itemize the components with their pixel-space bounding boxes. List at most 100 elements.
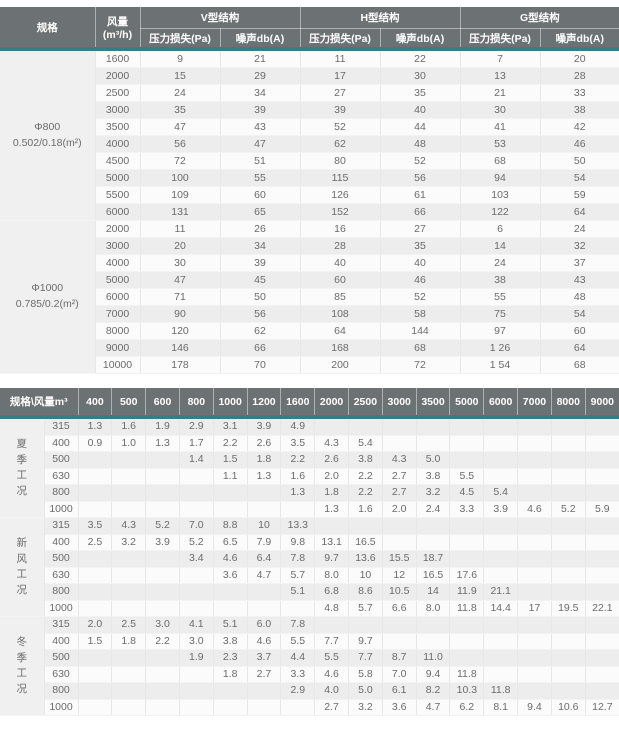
value-cell xyxy=(551,666,586,683)
value-cell: 4.6 xyxy=(213,550,248,568)
value-cell xyxy=(551,550,586,568)
value-cell: 43 xyxy=(540,271,619,289)
value-cell: 94 xyxy=(460,169,541,187)
value-cell: 1.6 xyxy=(111,417,147,436)
value-cell xyxy=(483,550,519,568)
value-cell xyxy=(449,435,485,452)
table-row: 8000 120 62 64 144 97 60 xyxy=(0,322,619,340)
value-cell: 9.4 xyxy=(416,666,451,683)
spec-document-page: 规格 风量 (m³/h) V型结构 H型结构 G型结构 压力损失(Pa) 噪声d… xyxy=(0,7,619,716)
value-cell: 60 xyxy=(300,271,381,289)
value-cell: 1 26 xyxy=(460,339,541,357)
table-row: 6000 71 50 85 52 55 48 xyxy=(0,288,619,306)
value-cell: 62 xyxy=(300,135,381,153)
value-cell xyxy=(551,468,586,485)
size-cell: 500 xyxy=(44,649,79,667)
table-row: 500 1.9 2.3 3.7 4.4 5.5 7.7 8.7 11.0 xyxy=(0,649,619,667)
flow-cell: 4000 xyxy=(95,254,141,272)
value-cell xyxy=(348,616,383,634)
value-cell: 6.4 xyxy=(247,550,282,568)
condition-group-char: 冬 xyxy=(16,636,28,648)
value-cell: 2.2 xyxy=(213,435,248,452)
value-cell: 11.0 xyxy=(416,649,451,667)
table1-header-group-row: 规格 风量 (m³/h) V型结构 H型结构 G型结构 xyxy=(0,7,619,51)
value-cell: 13 xyxy=(460,67,541,85)
value-cell: 68 xyxy=(380,339,461,357)
value-cell: 7.0 xyxy=(179,517,214,535)
value-cell: 3.8 xyxy=(213,633,248,650)
value-cell: 4.9 xyxy=(280,417,316,436)
value-cell: 10.3 xyxy=(449,682,485,700)
value-cell: 2.7 xyxy=(382,484,417,502)
value-cell: 40 xyxy=(380,254,461,272)
size-cell: 315 xyxy=(44,517,79,535)
value-cell: 2.4 xyxy=(416,501,451,518)
size-cell: 1000 xyxy=(44,600,79,617)
value-cell xyxy=(179,666,214,683)
value-cell: 7.7 xyxy=(348,649,383,667)
value-cell: 1.8 xyxy=(247,451,282,469)
value-cell xyxy=(280,600,316,617)
value-cell xyxy=(247,484,282,502)
value-cell: 66 xyxy=(380,203,461,221)
value-cell: 4.6 xyxy=(314,666,349,683)
value-cell xyxy=(551,435,586,452)
value-cell: 35 xyxy=(140,101,221,119)
value-cell: 1.3 xyxy=(247,468,282,485)
pressure-loss-header: 压力损失(Pa) xyxy=(140,28,221,51)
value-cell: 68 xyxy=(540,356,619,374)
value-cell: 38 xyxy=(460,271,541,289)
value-cell: 3.2 xyxy=(111,534,147,551)
table-row: 2000 15 29 17 30 13 28 xyxy=(0,67,619,85)
value-cell xyxy=(517,633,552,650)
value-cell xyxy=(78,666,113,683)
value-cell: 58 xyxy=(380,305,461,323)
flow-column-header: 600 xyxy=(145,388,180,419)
value-cell: 144 xyxy=(380,322,461,340)
value-cell: 122 xyxy=(460,203,541,221)
value-cell: 48 xyxy=(540,288,619,306)
value-cell: 61 xyxy=(380,186,461,204)
table-row: 4000 56 47 62 48 53 46 xyxy=(0,135,619,153)
value-cell: 52 xyxy=(380,152,461,170)
value-cell: 6 xyxy=(460,220,541,238)
value-cell: 80 xyxy=(300,152,381,170)
value-cell xyxy=(213,501,248,518)
value-cell xyxy=(280,699,316,716)
value-cell: 27 xyxy=(300,84,381,102)
table-row: 630 1.1 1.3 1.6 2.0 2.2 2.7 3.8 5.5 xyxy=(0,468,619,485)
flow-cell: 2500 xyxy=(95,84,141,102)
value-cell xyxy=(145,666,180,683)
value-cell xyxy=(483,451,519,469)
value-cell: 90 xyxy=(140,305,221,323)
value-cell: 1.6 xyxy=(280,468,316,485)
value-cell xyxy=(517,484,552,502)
value-cell: 109 xyxy=(140,186,221,204)
value-cell xyxy=(314,417,349,436)
value-cell: 1.7 xyxy=(179,435,214,452)
value-cell: 55 xyxy=(220,169,301,187)
value-cell xyxy=(483,649,519,667)
flow-cell: 9000 xyxy=(95,339,141,357)
value-cell: 3.5 xyxy=(280,435,316,452)
value-cell: 10 xyxy=(247,517,282,535)
value-cell: 6.1 xyxy=(382,682,417,700)
value-cell: 1.1 xyxy=(213,468,248,485)
value-cell xyxy=(314,616,349,634)
pressure-noise-table: 规格 风量 (m³/h) V型结构 H型结构 G型结构 压力损失(Pa) 噪声d… xyxy=(0,7,619,374)
value-cell xyxy=(78,550,113,568)
value-cell xyxy=(145,699,180,716)
value-cell: 5.4 xyxy=(348,435,383,452)
value-cell: 45 xyxy=(220,271,301,289)
value-cell: 21.1 xyxy=(483,583,519,601)
value-cell xyxy=(551,583,586,601)
value-cell xyxy=(78,600,113,617)
value-cell xyxy=(416,616,451,634)
table-row: 3000 35 39 39 40 30 38 xyxy=(0,101,619,119)
condition-group-char: 季 xyxy=(16,453,28,466)
table-row: 400 1.5 1.8 2.2 3.0 3.8 4.6 5.5 7.7 9.7 xyxy=(0,633,619,650)
value-cell: 71 xyxy=(140,288,221,306)
value-cell: 3.3 xyxy=(280,666,316,683)
value-cell xyxy=(517,583,552,601)
value-cell: 3.3 xyxy=(449,501,485,518)
